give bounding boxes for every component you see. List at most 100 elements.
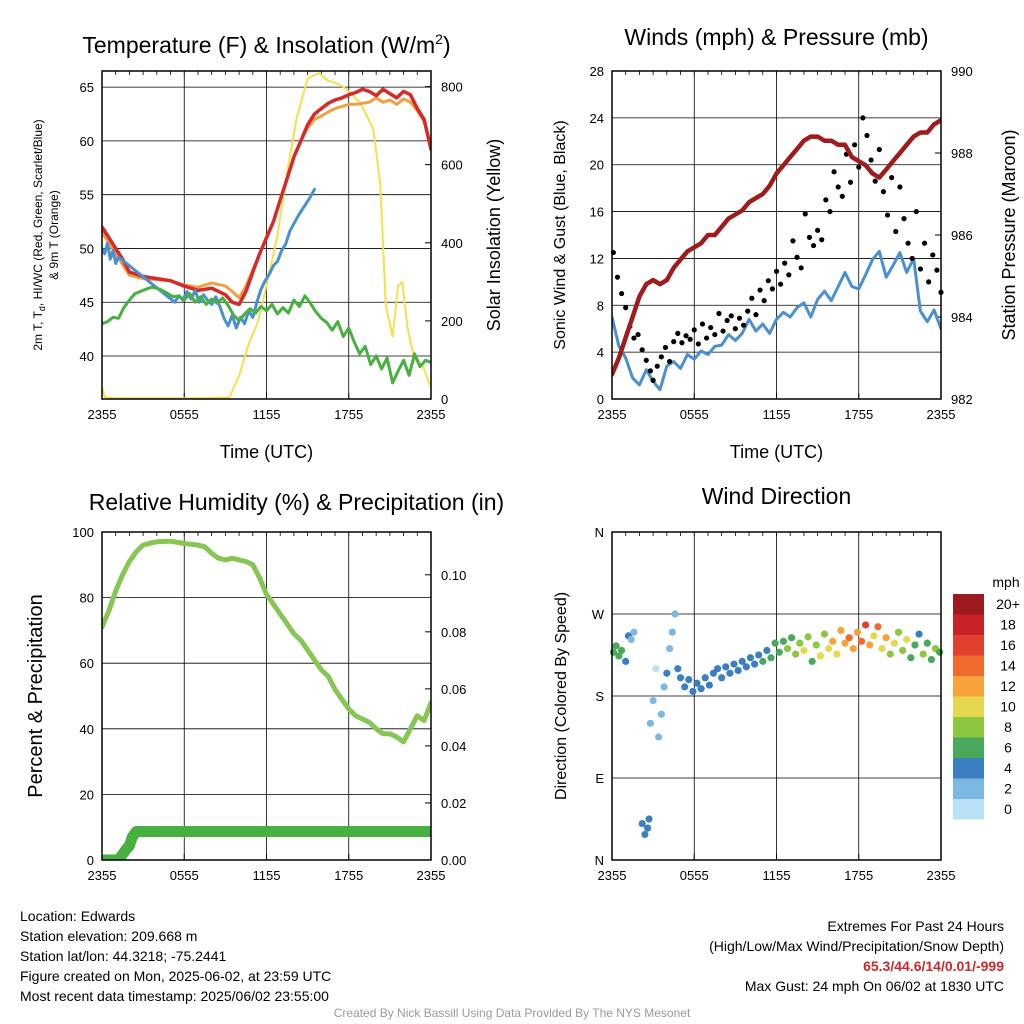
- chart4-ytick-label-left: E: [595, 771, 604, 786]
- chart1-ylabel-sub: d: [37, 306, 47, 311]
- chart1-ylabel-part: , HI/WC (Red, Green, Scarlet/Blue): [31, 119, 45, 306]
- chart4-xtick-label: 1755: [844, 868, 873, 883]
- wind-direction-point: [646, 719, 654, 727]
- gust-point: [893, 228, 899, 235]
- chart3-ytick-label-right: 0.00: [441, 853, 466, 868]
- wind-direction-point: [878, 645, 886, 653]
- wind-direction-point: [652, 665, 660, 673]
- gust-point: [765, 278, 771, 284]
- gust-point: [753, 312, 759, 318]
- gust-point: [782, 260, 788, 266]
- wind-direction-point: [936, 648, 944, 656]
- wind-direction-point: [787, 634, 796, 642]
- chart1-xtick-label: 1755: [334, 407, 363, 422]
- chart2-ytick-label-left: 0: [597, 392, 604, 407]
- wind-direction-point: [718, 674, 726, 682]
- colorbar-label: 6: [1004, 740, 1012, 756]
- gust-point: [745, 308, 751, 314]
- chart3-ytick-label-right: 0.06: [441, 682, 466, 697]
- chart1-ytick-label-right: 200: [441, 314, 463, 329]
- wind-direction-point: [820, 630, 829, 638]
- colorbar-label: 16: [1000, 637, 1016, 653]
- colorbar-label: 2: [1004, 781, 1012, 797]
- wind-direction-point: [894, 628, 903, 636]
- wind-direction-point: [734, 666, 742, 675]
- gust-point: [934, 267, 940, 273]
- chart4-xtick-label: 2355: [598, 868, 627, 883]
- chart1-ytick-label-right: 600: [441, 158, 463, 173]
- chart3-xtick-label: 0555: [170, 868, 199, 883]
- wind-direction-point: [685, 676, 693, 684]
- chart2-xtick-label: 2355: [927, 407, 956, 422]
- chart4-xtick-label: 1155: [763, 868, 791, 883]
- chart2-ytick-label-left: 28: [590, 64, 604, 79]
- station-info: Location: Edwards Station elevation: 209…: [20, 906, 331, 1006]
- precipitation-line: [102, 826, 431, 860]
- gust-point: [880, 189, 887, 195]
- chart3-ytick-label-left: 0: [87, 853, 94, 868]
- credit-line: Created By Nick Bassill Using Data Provi…: [333, 1006, 691, 1020]
- wind-direction-point: [862, 621, 870, 629]
- wind-direction-point: [857, 637, 866, 645]
- wind-direction-point: [730, 660, 738, 668]
- colorbar-label: 12: [1000, 678, 1016, 694]
- wind-direction-point: [622, 657, 630, 665]
- relative-humidity-line: [102, 538, 431, 745]
- chart4-title: Wind Direction: [702, 483, 852, 509]
- chart4-frame: [611, 531, 942, 861]
- chart1-xtick-label: 1155: [253, 407, 281, 422]
- wind-direction-point: [697, 685, 705, 693]
- chart1-xtick-label: 2355: [88, 407, 117, 422]
- wind-direction-point: [674, 665, 682, 673]
- chart1-ytick-label-right: 400: [441, 236, 463, 251]
- wind-direction-point: [689, 687, 697, 696]
- chart3-ytick-label-left: 100: [72, 525, 94, 540]
- colorbar-label: 20+: [996, 596, 1020, 612]
- wind-direction-point: [722, 663, 730, 671]
- gust-point: [647, 368, 653, 374]
- chart3-ytick-label-right: 0.08: [441, 625, 466, 640]
- gust-point: [798, 265, 804, 271]
- wind-direction-point: [899, 646, 907, 655]
- gust-point: [699, 321, 706, 327]
- wind-direction-point: [681, 683, 689, 691]
- wind-direction-point: [663, 669, 671, 677]
- wind-direction-point: [671, 610, 679, 618]
- gust-point: [631, 335, 637, 341]
- chart3-ytick-label-right: 0.10: [441, 568, 466, 583]
- gust-point: [708, 324, 714, 331]
- wind-direction-point: [755, 651, 763, 659]
- colorbar-swatch: [953, 717, 984, 738]
- colorbar-label: 10: [1000, 699, 1016, 715]
- wind-direction-point: [693, 679, 701, 687]
- gust-point: [687, 336, 693, 342]
- chart1-ytick-label-left: 65: [80, 80, 94, 95]
- gust-point: [703, 335, 710, 341]
- chart2-ytick-label-left: 8: [597, 298, 604, 313]
- extremes-title: Extremes For Past 24 Hours: [827, 918, 1004, 934]
- wind-direction-point: [705, 681, 713, 689]
- gust-point: [823, 197, 829, 203]
- wind-direction-point: [630, 628, 638, 636]
- chart1-ylabel-left: 2m T, Td, HI/WC (Red, Green, Scarlet/Blu…: [31, 119, 47, 350]
- chart2-ytick-label-left: 12: [590, 251, 604, 266]
- chart1-ylabel-left-line2: & 9m T (Orange): [47, 190, 61, 280]
- gust-point: [691, 327, 697, 333]
- wind-direction-point: [927, 655, 936, 664]
- gust-point: [913, 208, 919, 215]
- gust-point: [761, 298, 767, 304]
- gust-point: [654, 363, 660, 369]
- gust-point: [868, 157, 874, 163]
- chart1-xtick-label: 0555: [170, 407, 199, 422]
- chart1-title-main: Temperature (F) & Insolation (W/m: [82, 32, 435, 58]
- wind-direction-point: [870, 632, 878, 640]
- station-elevation: Station elevation: 209.668 m: [20, 928, 198, 944]
- chart1-title-sup: 2: [435, 31, 443, 47]
- extremes-subtitle: (High/Low/Max Wind/Precipitation/Snow De…: [709, 938, 1004, 954]
- colorbar-swatch: [953, 799, 984, 820]
- wind-direction-point: [849, 645, 857, 653]
- gust-point: [930, 252, 936, 258]
- colorbar-label: 4: [1004, 760, 1012, 776]
- chart1-ytick-label-left: 40: [80, 349, 94, 364]
- gust-point: [643, 357, 649, 363]
